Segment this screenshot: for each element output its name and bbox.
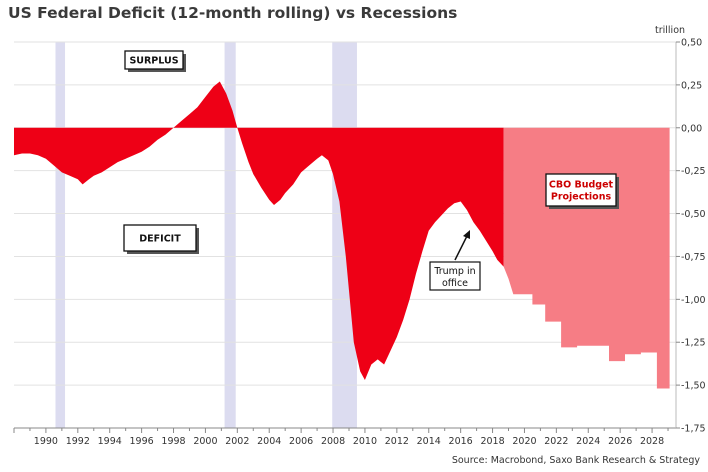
- y-tick-label-2: 0,25: [681, 80, 702, 91]
- x-tick-label-2022: 2022: [544, 436, 568, 447]
- x-tick-label-1990: 1990: [34, 436, 58, 447]
- y-tick-label-10: -1,75: [681, 424, 706, 435]
- y-tick-label-5: -0,50: [681, 209, 706, 220]
- x-tick-label-2014: 2014: [417, 436, 441, 447]
- x-axis-ticks: 1990 1992 1994 1996 1998 2000 2002 2004 2006 2008…: [13, 428, 669, 447]
- historical-deficit-area: [14, 81, 504, 380]
- x-tick-label-2012: 2012: [385, 436, 409, 447]
- x-tick-label-2024: 2024: [576, 436, 600, 447]
- axes: [14, 42, 677, 429]
- x-tick-label-1994: 1994: [98, 436, 122, 447]
- trump-arrow-head: [463, 230, 470, 239]
- y-axis-ticks: 0,50 0,25 0,00 -0,25 -0,50 -0,75 -1,00 -1,25 -1,…: [676, 38, 706, 435]
- x-tick-label-2002: 2002: [225, 436, 249, 447]
- recession-band-1: [55, 42, 66, 428]
- trump-arrow-line: [454, 233, 469, 261]
- cbo-label-box: [545, 173, 617, 207]
- x-tick-label-2016: 2016: [449, 436, 473, 447]
- source-note: Source: Macrobond, Saxo Bank Research & …: [451, 455, 700, 466]
- x-tick-label-2028: 2028: [640, 436, 664, 447]
- x-tick-label-2020: 2020: [512, 436, 536, 447]
- x-tick-label-1992: 1992: [66, 436, 90, 447]
- deficit-areas: [14, 81, 670, 389]
- x-tick-label-2018: 2018: [480, 436, 504, 447]
- x-tick-label-1998: 1998: [161, 436, 185, 447]
- chart-title: US Federal Deficit (12-month rolling) vs…: [8, 4, 458, 22]
- recession-band-2: [224, 42, 236, 428]
- trump-text-2: office: [442, 278, 468, 289]
- x-tick-label-2004: 2004: [257, 436, 281, 447]
- cbo-projection-area: [503, 127, 670, 389]
- deficit-label-text-1: DEFICIT: [139, 234, 181, 245]
- trump-text-1: Trump in: [433, 266, 475, 277]
- deficit-label: DEFICIT: [123, 224, 199, 254]
- x-tick-label-1996: 1996: [130, 436, 154, 447]
- y-tick-label-8: -1,25: [681, 338, 706, 349]
- surplus-label: SURPLUS: [124, 50, 186, 72]
- y-tick-label-7: -1,00: [681, 295, 706, 306]
- y-tick-label-6: -0,75: [681, 252, 706, 263]
- x-tick-label-2010: 2010: [353, 436, 377, 447]
- y-tick-label-3: 0,00: [681, 123, 702, 134]
- cbo-label-text-1: CBO Budget: [549, 180, 614, 191]
- y-tick-label-1: 0,50: [681, 38, 702, 49]
- y-axis-unit: trillion: [655, 25, 686, 36]
- surplus-label-box: [124, 50, 184, 70]
- x-tick-label-2000: 2000: [193, 436, 217, 447]
- x-tick-label-2008: 2008: [321, 436, 345, 447]
- y-tick-label-9: -1,50: [681, 381, 706, 392]
- cbo-label-text-2: Projections: [551, 192, 612, 203]
- surplus-label-text-1: SURPLUS: [129, 56, 178, 67]
- x-tick-label-2026: 2026: [608, 436, 632, 447]
- deficit-label-box: [123, 224, 197, 252]
- x-tick-label-2006: 2006: [289, 436, 313, 447]
- trump-box: [429, 261, 481, 291]
- y-tick-label-4: -0,25: [681, 166, 706, 177]
